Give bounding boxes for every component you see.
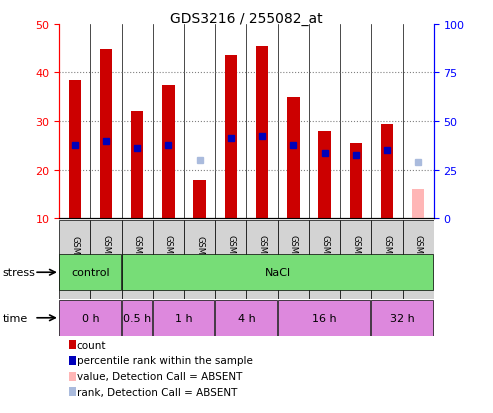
Text: GSM184930: GSM184930 xyxy=(226,235,235,285)
Bar xyxy=(153,300,214,336)
Text: rank, Detection Call = ABSENT: rank, Detection Call = ABSENT xyxy=(76,387,237,397)
Bar xyxy=(278,221,309,299)
Bar xyxy=(403,221,434,299)
Text: 0 h: 0 h xyxy=(81,313,99,323)
Text: GSM184932: GSM184932 xyxy=(289,235,298,285)
Text: GSM184929: GSM184929 xyxy=(195,235,204,285)
Text: 32 h: 32 h xyxy=(390,313,415,323)
Text: GSM184927: GSM184927 xyxy=(133,235,141,285)
Text: count: count xyxy=(76,340,106,350)
Text: GSM184933: GSM184933 xyxy=(320,235,329,285)
Text: percentile rank within the sample: percentile rank within the sample xyxy=(76,356,252,366)
Bar xyxy=(215,221,246,299)
Text: NaCl: NaCl xyxy=(265,268,291,278)
Text: time: time xyxy=(2,313,28,323)
Bar xyxy=(350,144,362,219)
Text: GDS3216 / 255082_at: GDS3216 / 255082_at xyxy=(170,12,323,26)
Bar xyxy=(287,97,300,219)
Text: GSM184935: GSM184935 xyxy=(383,235,391,285)
Text: 0.5 h: 0.5 h xyxy=(123,313,151,323)
Bar xyxy=(246,221,278,299)
Bar xyxy=(309,221,340,299)
Text: GSM184936: GSM184936 xyxy=(414,235,423,285)
Text: GSM184925: GSM184925 xyxy=(70,235,79,285)
Bar xyxy=(59,255,121,290)
Text: 4 h: 4 h xyxy=(238,313,255,323)
Bar xyxy=(100,50,112,219)
Bar xyxy=(371,300,433,336)
Bar xyxy=(184,221,215,299)
Bar xyxy=(256,47,268,219)
Bar xyxy=(122,221,153,299)
Bar xyxy=(131,112,143,219)
Bar xyxy=(59,221,90,299)
Bar xyxy=(193,180,206,219)
Text: GSM184926: GSM184926 xyxy=(102,235,110,285)
Bar xyxy=(90,221,122,299)
Text: stress: stress xyxy=(2,268,35,278)
Bar xyxy=(318,131,331,219)
Bar xyxy=(122,300,152,336)
Text: 16 h: 16 h xyxy=(312,313,337,323)
Bar xyxy=(225,56,237,219)
Bar xyxy=(278,300,370,336)
Bar xyxy=(122,255,433,290)
Bar xyxy=(340,221,371,299)
Bar xyxy=(381,124,393,219)
Bar xyxy=(59,300,121,336)
Text: value, Detection Call = ABSENT: value, Detection Call = ABSENT xyxy=(76,371,242,381)
Bar xyxy=(69,81,81,219)
Bar xyxy=(162,85,175,219)
Bar xyxy=(153,221,184,299)
Text: GSM184934: GSM184934 xyxy=(352,235,360,285)
Text: control: control xyxy=(71,268,110,278)
Text: GSM184928: GSM184928 xyxy=(164,235,173,285)
Bar xyxy=(215,300,277,336)
Bar xyxy=(412,190,424,219)
Text: 1 h: 1 h xyxy=(175,313,193,323)
Text: GSM184931: GSM184931 xyxy=(258,235,267,285)
Bar xyxy=(371,221,403,299)
